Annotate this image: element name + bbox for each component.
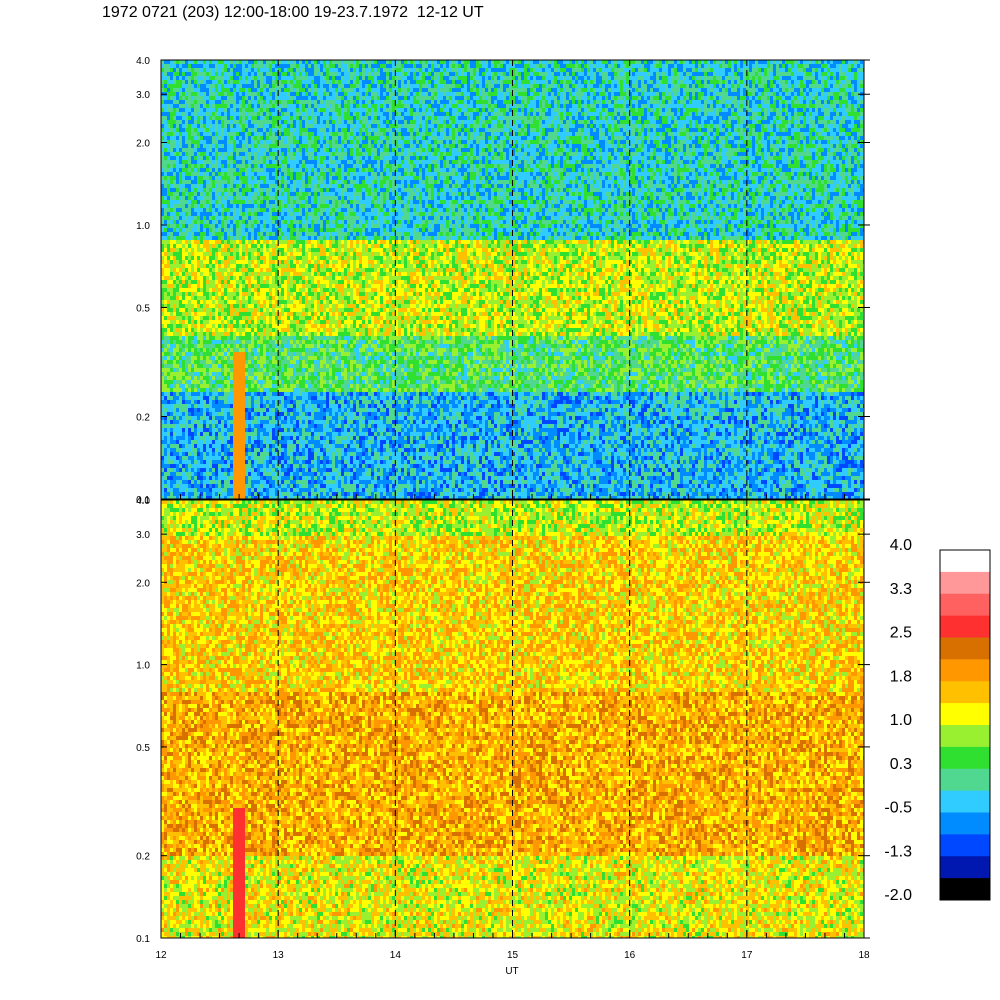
bottom-ytick-label: 2.0	[136, 578, 150, 589]
colorbar-label: 0.3	[890, 756, 912, 773]
colorbar-swatch	[940, 593, 990, 617]
bottom-ytick-label: 4.0	[136, 496, 150, 507]
top-ytick-label: 0.1	[136, 495, 150, 506]
x-tick-label: 14	[390, 950, 402, 961]
colorbar-label: -0.5	[884, 800, 912, 817]
x-tick-label: 13	[273, 950, 285, 961]
colorbar-swatch	[940, 703, 990, 726]
x-tick-label: 15	[507, 950, 519, 961]
colorbar-label: 3.3	[890, 581, 912, 598]
colorbar-label: 1.0	[890, 712, 912, 729]
colorbar-label: 4.0	[890, 537, 912, 554]
bottom-panel	[161, 500, 864, 938]
colorbar-swatch	[940, 812, 990, 835]
colorbar-swatch	[940, 571, 990, 595]
top-ytick-label: 0.2	[136, 413, 150, 424]
page-title: 1972 0721 (203) 12:00-18:00 19-23.7.1972…	[102, 4, 484, 22]
x-tick-label: 17	[741, 950, 753, 961]
bottom-ytick-label: 0.5	[136, 743, 150, 754]
colorbar-label: -2.0	[884, 887, 912, 904]
colorbar-label: 2.5	[890, 625, 912, 642]
colorbar-swatch	[940, 615, 990, 638]
chart-overlay: 0.10.20.51.02.03.04.00.10.20.51.02.03.04…	[136, 56, 870, 977]
top-panel	[161, 60, 864, 499]
top-ytick-label: 1.0	[136, 221, 150, 232]
colorbar-swatch	[940, 725, 990, 748]
top-ytick-label: 0.5	[136, 303, 150, 314]
colorbar-label: 1.8	[890, 668, 912, 685]
colorbar: 4.0 3.3 2.5 1.8 1.0 0.3 -0.5 -1.3 -2.0	[884, 537, 991, 904]
x-tick-label: 18	[858, 950, 870, 961]
colorbar-swatch	[940, 790, 990, 813]
bottom-ytick-label: 0.2	[136, 852, 150, 863]
colorbar-swatch	[940, 659, 990, 682]
colorbar-frame	[939, 549, 991, 901]
colorbar-swatch	[940, 550, 990, 573]
colorbar-swatch	[940, 878, 990, 901]
bottom-ytick-label: 1.0	[136, 661, 150, 672]
colorbar-swatch	[940, 637, 990, 660]
x-axis-label: UT	[505, 966, 518, 977]
bottom-ytick-label: 0.1	[136, 934, 150, 945]
top-ytick-label: 2.0	[136, 138, 150, 149]
top-ytick-label: 3.0	[136, 90, 150, 101]
colorbar-swatch	[940, 834, 990, 857]
colorbar-swatch	[940, 768, 990, 792]
colorbar-label: -1.3	[884, 843, 912, 860]
colorbar-swatch	[940, 746, 990, 770]
colorbar-swatch	[940, 681, 990, 704]
x-tick-label: 16	[624, 950, 636, 961]
x-tick-label: 12	[155, 950, 167, 961]
colorbar-swatch	[940, 856, 990, 879]
top-ytick-label: 4.0	[136, 56, 150, 67]
bottom-ytick-label: 3.0	[136, 530, 150, 541]
